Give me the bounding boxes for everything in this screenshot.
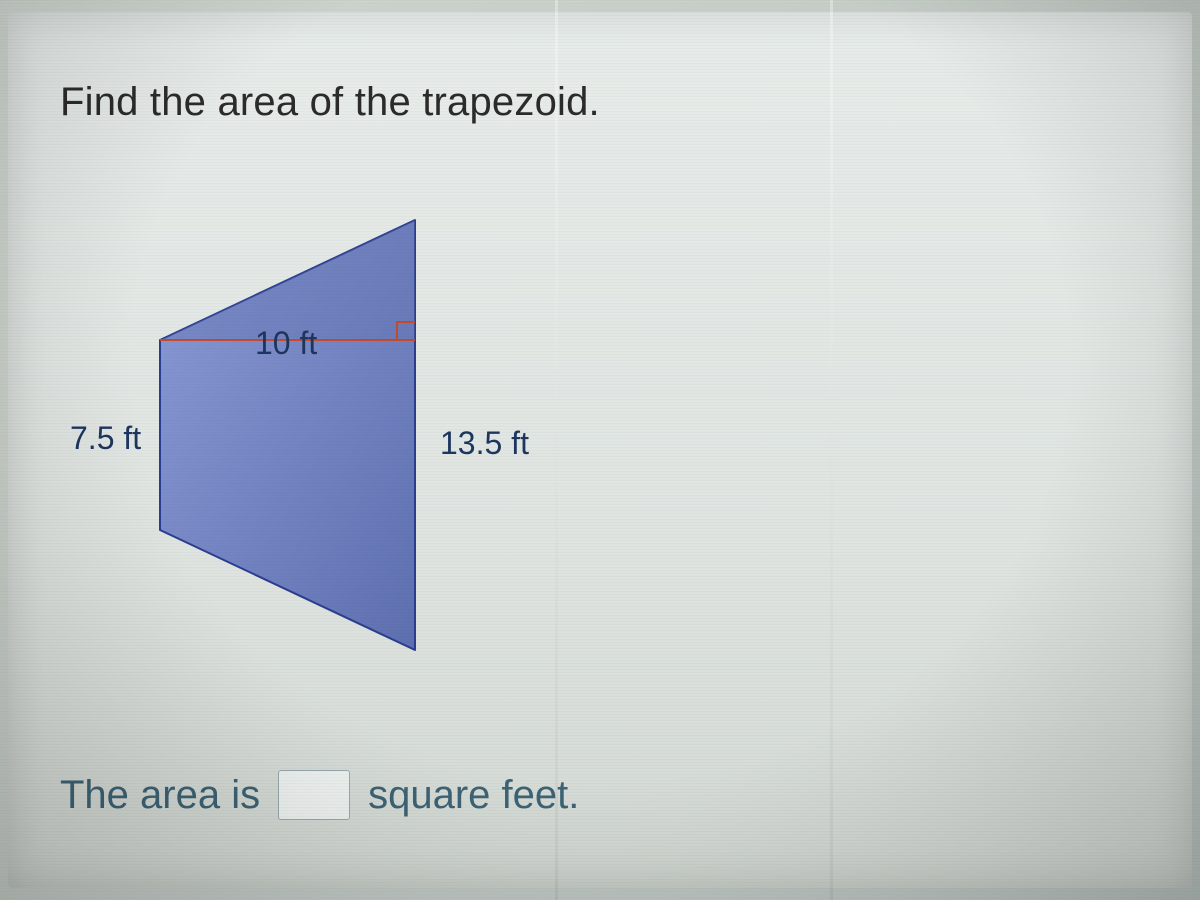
label-right-side: 13.5 ft	[440, 425, 529, 462]
answer-prefix: The area is	[60, 773, 260, 818]
label-height: 10 ft	[255, 325, 317, 362]
trapezoid-figure: 7.5 ft 10 ft 13.5 ft	[80, 200, 600, 670]
screen-seam	[830, 0, 833, 900]
question-text: Find the area of the trapezoid.	[60, 80, 600, 125]
answer-input[interactable]	[278, 770, 350, 820]
answer-line: The area is square feet.	[60, 770, 579, 820]
answer-suffix: square feet.	[368, 773, 579, 818]
label-left-side: 7.5 ft	[70, 420, 141, 457]
